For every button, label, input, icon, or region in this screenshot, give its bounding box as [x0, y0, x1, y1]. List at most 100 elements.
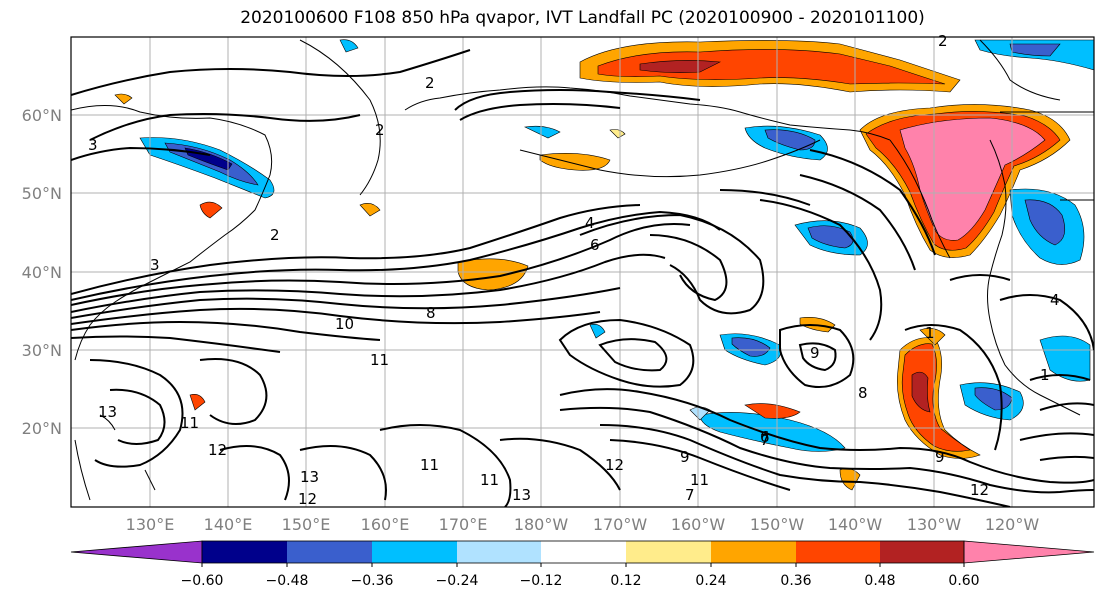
contour-label: 4: [585, 214, 595, 232]
anomaly-east-pacific-core: [911, 371, 931, 413]
coastlines: [71, 39, 1094, 501]
map-title: 2020100600 F108 850 hPa qvapor, IVT Land…: [240, 8, 925, 28]
anomaly-east-pacific-tongue: [901, 343, 971, 452]
lat-label: 30°N: [22, 341, 62, 360]
contour-label: 3: [88, 136, 98, 154]
contour-label: 7: [685, 486, 695, 504]
anomaly-spot-4: [744, 403, 801, 419]
colorbar-tick-label: −0.24: [436, 573, 479, 589]
anomaly-alaska-north-max: [639, 60, 722, 73]
contour-label: 6: [760, 428, 770, 446]
contour-label: 12: [298, 490, 317, 508]
lon-label: 160°E: [361, 515, 410, 534]
contour-label: 11: [690, 471, 709, 489]
contour-label: 4: [1050, 291, 1060, 309]
anomaly-spot-1: [539, 153, 611, 171]
contour-label: 11: [180, 414, 199, 432]
anomaly-central-blue-core: [807, 225, 854, 249]
contour-label: 12: [605, 456, 624, 474]
anomaly-spot-14: [589, 324, 606, 339]
anomaly-spot-8: [199, 201, 223, 219]
contour-label: 1: [925, 324, 935, 342]
contour-label: 9: [680, 448, 690, 466]
lon-label: 150°E: [282, 515, 331, 534]
anomaly-top-right-navy: [1009, 43, 1061, 57]
lon-label: 130°E: [126, 515, 175, 534]
colorbar-tick-label: −0.60: [181, 573, 224, 589]
anomaly-spot-9: [114, 93, 133, 105]
colorbar-tick-label: 0.12: [610, 573, 641, 589]
colorbar-segment: [457, 541, 541, 563]
contour-label: 12: [970, 481, 989, 499]
contour-label: 2: [270, 226, 280, 244]
anomaly-spot-3: [457, 258, 529, 291]
anomaly-spot-13: [523, 125, 561, 139]
colorbar-tick-label: 0.48: [864, 573, 895, 589]
lon-label: 140°E: [204, 515, 253, 534]
lon-label: 170°W: [593, 515, 648, 534]
anomaly-spot-6: [189, 394, 206, 411]
gridlines: [71, 37, 1094, 507]
lat-label: 20°N: [22, 419, 62, 438]
contour-label: 8: [858, 384, 868, 402]
longitude-labels: 130°E 140°E 150°E 160°E 170°E 180°W 170°…: [126, 515, 1040, 534]
colorbar-segment: [796, 541, 880, 563]
contour-label: 11: [370, 351, 389, 369]
lat-label: 50°N: [22, 184, 62, 203]
colorbar-segment: [880, 541, 964, 563]
colorbar-tick-label: 0.36: [780, 573, 811, 589]
contour-label: 9: [935, 448, 945, 466]
contour-label: 13: [98, 403, 117, 421]
colorbar-tick-label: 0.60: [948, 573, 979, 589]
anomaly-alaska-north-core: [597, 49, 946, 85]
map-frame: [70, 36, 1095, 508]
contour-label: 11: [480, 471, 499, 489]
contour-label: 13: [300, 468, 319, 486]
anomaly-spot-15: [919, 328, 946, 346]
lon-label: 170°E: [439, 515, 488, 534]
colorbar-segment: [202, 541, 287, 563]
contour-label: 2: [375, 121, 385, 139]
anomaly-spot-11: [609, 129, 626, 139]
colorbar-tick-label: −0.12: [520, 573, 563, 589]
colorbar-segment: [287, 541, 372, 563]
colorbar-tick-label: 0.24: [695, 573, 726, 589]
contour-label: 8: [426, 304, 436, 322]
colorbar: −0.60 −0.48 −0.36 −0.24 −0.12 0.12 0.24 …: [70, 540, 1095, 589]
lat-label: 60°N: [22, 106, 62, 125]
anomaly-west-coast-blue-core: [1024, 199, 1066, 246]
lon-label: 130°W: [907, 515, 962, 534]
colorbar-segment: [541, 541, 626, 563]
colorbar-extend-high: [963, 540, 1095, 564]
contour-label: 9: [810, 344, 820, 362]
contour-label: 10: [335, 315, 354, 333]
ivt-contours: [71, 49, 1094, 507]
colorbar-tick-label: −0.36: [351, 573, 394, 589]
anomaly-pnw-pink: [899, 117, 1046, 241]
contour-label: 7: [760, 431, 770, 449]
map-content: [71, 37, 1094, 507]
latitude-labels: 60°N 50°N 40°N 30°N 20°N: [22, 106, 62, 438]
contour-label: 2: [425, 74, 435, 92]
lon-label: 150°W: [750, 515, 805, 534]
contour-label: 1: [1040, 366, 1050, 384]
contour-label: 2: [938, 32, 948, 50]
contour-label: 6: [590, 236, 600, 254]
anomaly-spot-12: [339, 39, 359, 53]
contour-labels: 2 2 2 3 4 6 8 9 10 11 13 12 12 11 11 12 …: [88, 32, 1060, 508]
anomaly-spot-10: [359, 203, 381, 217]
colorbar-segment: [372, 541, 457, 563]
contour-label: 13: [512, 486, 531, 504]
contour-label: 11: [420, 456, 439, 474]
lon-label: 140°W: [828, 515, 883, 534]
colorbar-ticks: [201, 563, 965, 567]
anomaly-mid-blue-core: [731, 337, 771, 357]
colorbar-frame: [201, 540, 965, 564]
anomaly-southeast-blue-core: [974, 387, 1013, 411]
colorbar-tick-label: −0.48: [266, 573, 309, 589]
colorbar-extend-low: [70, 540, 203, 564]
colorbar-segment: [626, 541, 711, 563]
contour-label: 3: [150, 256, 160, 274]
contour-label: 12: [208, 441, 227, 459]
